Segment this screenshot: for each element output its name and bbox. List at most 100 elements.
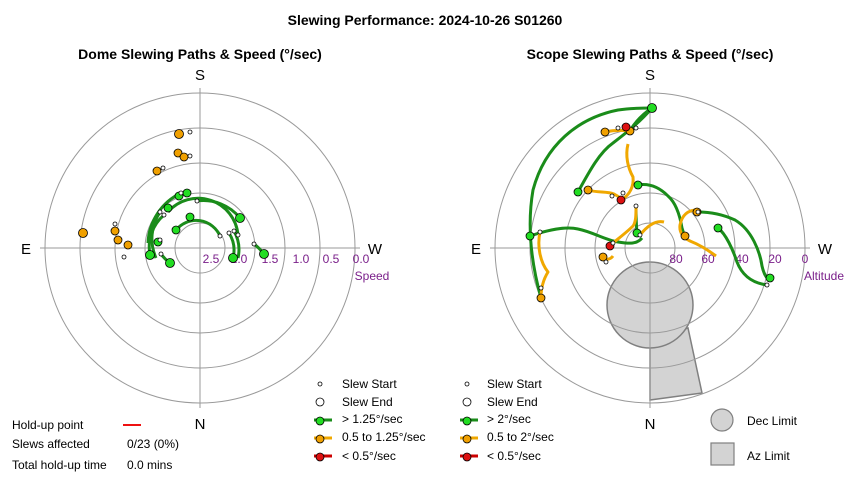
scope-start-markers [537,125,770,291]
dome-slew-start [235,232,241,238]
scope-legend-end: Slew End [487,395,538,409]
legend-fast-marker [315,416,325,426]
scope-slew-start [764,282,770,288]
dome-slew-start [112,221,118,227]
scope-slew-end [616,195,626,205]
scope-slew-path [576,107,654,193]
dome-slew-start [157,209,163,215]
scope-ring-label: 60 [701,252,715,266]
dome-slew-end [123,240,133,250]
page-title: Slewing Performance: 2024-10-26 S01260 [288,12,563,28]
dome-slew-end [163,203,173,213]
az-limit-swatch [710,442,735,466]
dome-legend-fast: > 1.25°/sec [342,412,403,426]
scope-slew-path [612,205,638,245]
az-limit-label: Az Limit [747,449,790,463]
dome-compass-n: N [195,416,206,433]
scope-slew-path [528,106,653,299]
scope-ring-label: 80 [669,252,683,266]
scope-slew-path [638,220,665,236]
dome-plot: Dome Slewing Paths & Speed (°/sec) S N E… [21,46,389,433]
dome-slew-end [152,166,162,176]
scope-legend-start: Slew Start [487,377,542,391]
dome-legend-slow: < 0.5°/sec [342,449,396,463]
dome-slew-start [251,241,257,247]
scope-ring-label: 20 [768,252,782,266]
dome-slew-start [231,228,237,234]
scope-slew-start [538,285,544,291]
dome-slew-start [178,190,184,196]
dome-slew-start [158,251,164,257]
dome-slew-end [145,250,155,260]
scope-legend-medium: 0.5 to 2°/sec [487,430,554,444]
scope-slew-path [717,226,768,287]
scope-compass-s: S [645,67,655,84]
dome-legend-start: Slew Start [342,377,397,391]
scope-slew-start [637,232,643,238]
dome-ring-label: 1.0 [293,252,310,266]
dome-legend-end: Slew End [342,395,393,409]
legend-slow-marker [315,452,325,462]
holdup-point-label: Hold-up point [12,418,84,432]
holdup-stats: Hold-up point Slews affected 0/23 (0%) T… [12,418,179,472]
scope-plot-title: Scope Slewing Paths & Speed (°/sec) [527,46,774,62]
scope-slew-path [529,226,644,245]
limits-legend: Dec Limit Az Limit [710,408,798,466]
dome-ring-label: 0.5 [323,252,340,266]
scope-slew-end [647,103,657,113]
scope-slew-end [583,185,593,195]
scope-ring-label: 0 [802,252,809,266]
scope-compass-e: E [471,241,481,258]
dome-slew-end [173,148,183,158]
dome-slew-end [182,188,192,198]
scope-legend: Slew Start Slew End > 2°/sec 0.5 to 2°/s… [460,377,554,463]
scope-slew-start [603,259,609,265]
scope-slew-end [598,252,608,262]
dome-legend: Slew Start Slew End > 1.25°/sec 0.5 to 1… [314,377,426,463]
legend-start-marker [317,381,323,387]
dec-limit-swatch [710,408,734,432]
scope-slew-start [537,229,543,235]
scope-slew-end [536,293,546,303]
dome-slew-start [187,153,193,159]
dome-slew-end [235,213,245,223]
dome-slew-start [157,237,163,243]
total-holdup-value: 0.0 mins [127,458,172,472]
legend-medium-marker [315,434,325,444]
dome-slew-end [113,235,123,245]
scope-legend-slow: < 0.5°/sec [487,449,541,463]
scope-slew-start [633,125,639,131]
dome-compass-s: S [195,67,205,84]
dome-slew-end [259,249,269,259]
dome-slew-start [160,165,166,171]
dome-slew-start [226,230,232,236]
scope-slew-end [713,223,723,233]
legend-start-marker [464,381,470,387]
scope-legend-fast: > 2°/sec [487,412,531,426]
total-holdup-label: Total hold-up time [12,458,107,472]
legend-medium-marker [462,434,472,444]
scope-slew-start [695,209,701,215]
dome-slew-start [217,233,223,239]
scope-compass-n: N [645,416,656,433]
slews-affected-label: Slews affected [12,437,90,451]
scope-end-markers [525,103,775,303]
legend-end-marker [462,397,472,407]
dome-slew-end [179,152,189,162]
dome-slew-path [166,196,240,236]
scope-slew-end [573,187,583,197]
scope-plot: Scope Slewing Paths & Speed (°/sec) S N … [471,46,844,433]
legend-end-marker [315,397,325,407]
scope-slew-path [697,210,772,281]
scope-slew-end [600,127,610,137]
dome-ring-label: 0.0 [353,252,370,266]
dome-slew-end [78,228,88,238]
dome-slew-path [174,218,222,237]
dome-start-markers [112,129,257,260]
scope-ring-labels: 80 60 40 20 0 Altitude [669,252,844,283]
scope-slew-end [525,231,535,241]
scope-slew-start [610,240,616,246]
dome-slew-end [165,258,175,268]
scope-slew-end [680,231,690,241]
legend-fast-marker [462,416,472,426]
